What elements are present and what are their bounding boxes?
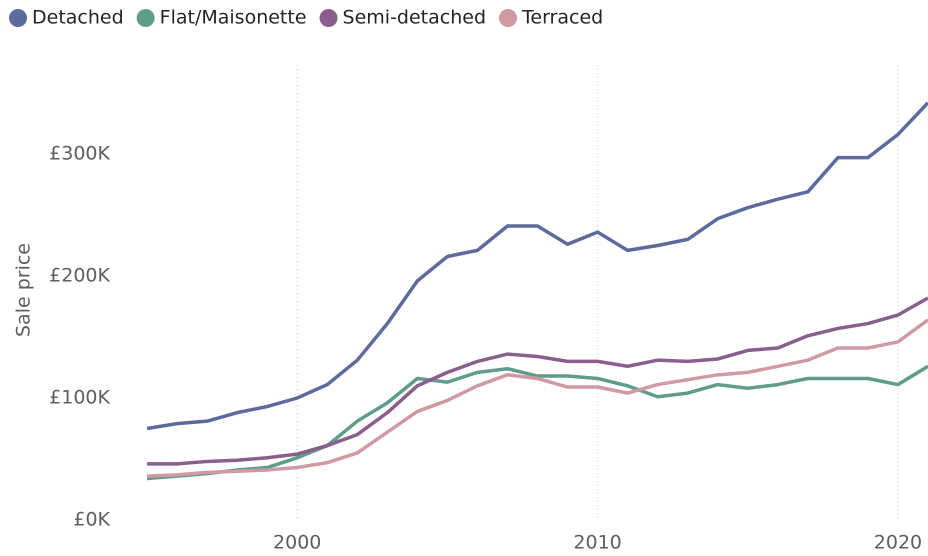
y-axis-title: Sale price — [13, 243, 35, 337]
y-tick-label: £0K — [73, 509, 110, 531]
legend-label: Semi-detached — [343, 7, 486, 29]
legend-marker — [136, 9, 155, 27]
legend-marker — [319, 9, 338, 27]
legend-marker — [499, 9, 518, 27]
line — [146, 364, 928, 481]
x-tick-label: 2010 — [573, 532, 621, 554]
legend-label: Terraced — [521, 7, 603, 29]
legend-label: Flat/Maisonette — [160, 7, 307, 29]
x-tick-label: 2020 — [874, 532, 922, 554]
y-tick-label: £300K — [49, 143, 110, 165]
y-tick-label: £200K — [49, 265, 110, 287]
line — [147, 296, 928, 466]
legend-label: Detached — [32, 7, 124, 29]
line — [146, 101, 928, 431]
x-tick-label: 2000 — [273, 532, 321, 554]
legend-marker — [9, 9, 27, 27]
y-tick-label: £100K — [49, 387, 110, 409]
line — [146, 318, 928, 478]
